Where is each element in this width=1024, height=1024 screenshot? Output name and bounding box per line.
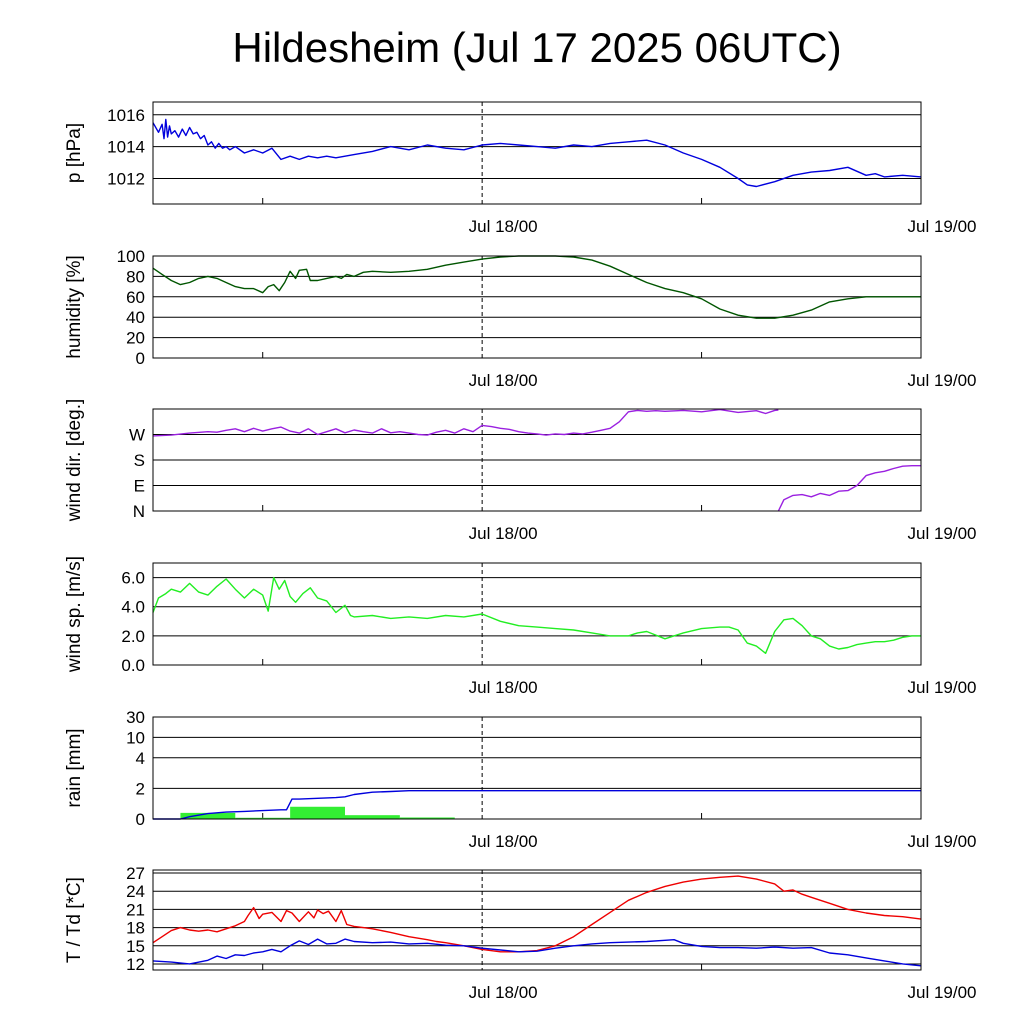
y-tick-label: 2 — [136, 779, 145, 798]
panel-frame — [152, 716, 922, 820]
y-tick-label: W — [129, 426, 145, 445]
y-tick-label: N — [133, 502, 145, 521]
y-axis-label: T / Td [*C] — [64, 877, 85, 963]
panel-frame — [152, 408, 922, 512]
y-axis-label: p [hPa] — [64, 123, 85, 183]
y-tick-label: 2.0 — [121, 627, 145, 646]
y-tick-label: 27 — [126, 864, 145, 883]
panel-frame — [152, 255, 922, 359]
x-tick-label: Jul 19/00 — [908, 983, 977, 1002]
series-line-wind_speed — [152, 576, 921, 654]
x-tick-label: Jul 19/00 — [908, 217, 977, 236]
y-tick-label: 1016 — [107, 106, 145, 125]
chart-title: Hildesheim (Jul 17 2025 06UTC) — [232, 24, 842, 71]
y-tick-label: 60 — [126, 288, 145, 307]
x-tick-label: Jul 18/00 — [469, 217, 538, 236]
rain-bar — [235, 817, 291, 819]
y-axis-label: wind dir. [deg.] — [64, 399, 85, 523]
x-tick-label: Jul 18/00 — [469, 983, 538, 1002]
rain-bar — [399, 817, 455, 819]
y-axis-label: wind sp. [m/s] — [64, 556, 85, 673]
x-tick-label: Jul 19/00 — [908, 678, 977, 697]
series-line-dewpoint — [152, 938, 922, 967]
x-tick-label: Jul 18/00 — [469, 524, 538, 543]
y-tick-label: 100 — [117, 247, 145, 266]
y-tick-label: 10 — [126, 728, 145, 747]
y-tick-label: 20 — [126, 329, 145, 348]
x-tick-label: Jul 18/00 — [469, 832, 538, 851]
y-tick-label: 80 — [126, 267, 145, 286]
x-tick-label: Jul 18/00 — [469, 678, 538, 697]
series-line-temperature — [152, 875, 922, 953]
y-tick-label: 30 — [126, 708, 145, 727]
x-tick-label: Jul 19/00 — [908, 832, 977, 851]
rain-bar — [180, 812, 236, 819]
panel-frame — [152, 562, 922, 666]
y-tick-label: 12 — [126, 955, 145, 974]
y-tick-label: 24 — [126, 882, 145, 901]
y-tick-label: S — [134, 451, 145, 470]
x-tick-label: Jul 18/00 — [469, 371, 538, 390]
y-axis-label: rain [mm] — [64, 728, 85, 807]
y-tick-label: 0 — [136, 810, 145, 829]
y-tick-label: 4 — [136, 749, 145, 768]
y-tick-label: 1014 — [107, 138, 145, 157]
y-tick-label: 15 — [126, 937, 145, 956]
panel-frame — [152, 869, 922, 971]
panel-frame — [152, 101, 922, 205]
y-tick-label: 6.0 — [121, 569, 145, 588]
x-tick-label: Jul 19/00 — [908, 524, 977, 543]
y-tick-label: 21 — [126, 900, 145, 919]
y-axis-label: humidity [%] — [64, 255, 85, 358]
y-tick-label: 0 — [136, 349, 145, 368]
y-tick-label: 1012 — [107, 170, 145, 189]
series-line-wind_dir — [152, 408, 921, 512]
x-tick-label: Jul 19/00 — [908, 371, 977, 390]
series-line-pressure — [152, 118, 922, 188]
series-line-humidity — [152, 255, 921, 319]
y-tick-label: 40 — [126, 308, 145, 327]
rain-bar — [345, 815, 400, 819]
y-tick-label: E — [134, 477, 145, 496]
rain-bar — [290, 806, 345, 819]
series-line-rain_sum — [153, 790, 921, 820]
y-tick-label: 0.0 — [121, 656, 145, 675]
y-tick-label: 4.0 — [121, 598, 145, 617]
y-tick-label: 18 — [126, 919, 145, 938]
